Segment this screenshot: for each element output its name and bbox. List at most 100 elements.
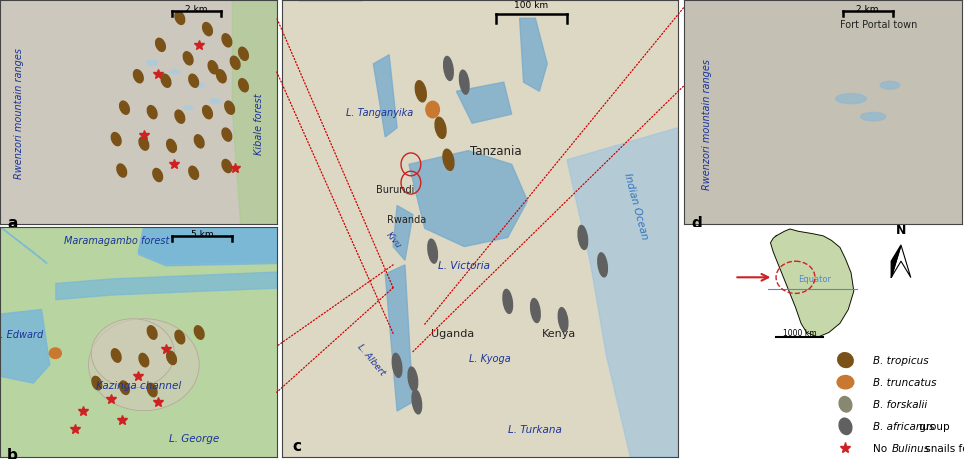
Ellipse shape <box>222 129 231 142</box>
Text: d: d <box>691 216 702 231</box>
Text: B. africanus: B. africanus <box>873 421 935 431</box>
Ellipse shape <box>194 84 204 89</box>
Polygon shape <box>386 265 413 411</box>
Text: snails found: snails found <box>922 443 964 453</box>
Ellipse shape <box>239 79 249 93</box>
Ellipse shape <box>120 381 129 395</box>
Ellipse shape <box>195 135 204 149</box>
Ellipse shape <box>155 39 166 52</box>
Text: Maramagambo forest: Maramagambo forest <box>64 235 169 245</box>
Circle shape <box>92 319 174 388</box>
Circle shape <box>89 319 200 411</box>
Ellipse shape <box>189 75 199 88</box>
Text: group: group <box>916 421 950 431</box>
Text: Rwenzori mountain ranges: Rwenzori mountain ranges <box>702 59 711 190</box>
Text: B. tropicus: B. tropicus <box>873 355 929 365</box>
Ellipse shape <box>558 308 568 332</box>
Text: L. Turkana: L. Turkana <box>508 425 562 434</box>
Text: a: a <box>7 216 17 231</box>
Polygon shape <box>892 246 901 278</box>
Ellipse shape <box>839 397 852 412</box>
Ellipse shape <box>184 106 193 111</box>
Ellipse shape <box>175 12 185 25</box>
Ellipse shape <box>412 390 421 414</box>
Text: L. Victoria: L. Victoria <box>439 260 491 270</box>
Text: Tanzania: Tanzania <box>470 145 522 158</box>
Text: Equator: Equator <box>798 274 831 283</box>
Polygon shape <box>409 151 527 247</box>
Ellipse shape <box>183 53 193 66</box>
Text: L. Albert: L. Albert <box>356 341 387 376</box>
Text: Rwenzori mountain ranges: Rwenzori mountain ranges <box>14 48 24 178</box>
Polygon shape <box>520 19 548 92</box>
Ellipse shape <box>170 70 179 75</box>
Text: L. George: L. George <box>169 433 219 442</box>
Ellipse shape <box>442 150 454 171</box>
Polygon shape <box>567 129 678 457</box>
Ellipse shape <box>880 82 899 90</box>
Ellipse shape <box>503 290 513 313</box>
Text: Burundi: Burundi <box>376 185 415 195</box>
Text: 2 km: 2 km <box>185 6 207 14</box>
Ellipse shape <box>167 351 176 365</box>
Text: 1000 km: 1000 km <box>783 328 817 337</box>
Ellipse shape <box>837 375 854 389</box>
Ellipse shape <box>861 113 886 122</box>
Polygon shape <box>0 227 47 264</box>
Text: 2 km: 2 km <box>856 6 879 14</box>
Ellipse shape <box>175 330 185 344</box>
Text: Kivu: Kivu <box>384 230 402 250</box>
Ellipse shape <box>147 326 157 340</box>
Ellipse shape <box>189 167 199 180</box>
Ellipse shape <box>230 57 240 70</box>
Ellipse shape <box>147 106 157 119</box>
Ellipse shape <box>222 35 231 48</box>
Ellipse shape <box>139 138 148 151</box>
Ellipse shape <box>120 102 129 115</box>
Ellipse shape <box>195 326 204 340</box>
Polygon shape <box>232 1 277 225</box>
Text: Fort Portal town: Fort Portal town <box>840 20 918 30</box>
Ellipse shape <box>225 102 234 115</box>
Ellipse shape <box>408 367 417 391</box>
Polygon shape <box>373 56 397 138</box>
Ellipse shape <box>111 133 121 146</box>
Ellipse shape <box>836 95 867 105</box>
Text: Kibale forest: Kibale forest <box>254 93 264 155</box>
Text: Kenya: Kenya <box>542 329 576 339</box>
Polygon shape <box>393 206 413 261</box>
Polygon shape <box>901 246 911 278</box>
Ellipse shape <box>161 75 171 88</box>
Ellipse shape <box>133 71 144 84</box>
Ellipse shape <box>202 106 212 119</box>
Ellipse shape <box>217 71 227 84</box>
Text: No: No <box>873 443 891 453</box>
Text: B. forskalii: B. forskalii <box>873 399 927 409</box>
Text: c: c <box>292 438 302 453</box>
Ellipse shape <box>147 61 158 67</box>
Ellipse shape <box>222 160 231 173</box>
Ellipse shape <box>443 57 453 81</box>
Ellipse shape <box>202 23 212 37</box>
Text: Rwanda: Rwanda <box>388 215 427 225</box>
Ellipse shape <box>49 348 62 358</box>
Ellipse shape <box>167 140 176 153</box>
Ellipse shape <box>426 102 440 118</box>
Text: b: b <box>7 448 17 459</box>
Text: 100 km: 100 km <box>515 1 549 10</box>
Ellipse shape <box>435 118 446 139</box>
Ellipse shape <box>208 62 218 75</box>
Ellipse shape <box>92 376 101 390</box>
Ellipse shape <box>175 111 185 124</box>
Ellipse shape <box>153 169 163 182</box>
Text: N: N <box>896 224 906 236</box>
Ellipse shape <box>415 82 426 103</box>
Ellipse shape <box>598 253 607 277</box>
Ellipse shape <box>838 353 853 368</box>
Polygon shape <box>770 230 854 337</box>
Ellipse shape <box>530 299 540 323</box>
Ellipse shape <box>111 349 121 363</box>
Text: L. Tanganyika: L. Tanganyika <box>346 107 413 118</box>
Text: Kazinga channel: Kazinga channel <box>95 380 181 390</box>
Ellipse shape <box>460 71 469 95</box>
